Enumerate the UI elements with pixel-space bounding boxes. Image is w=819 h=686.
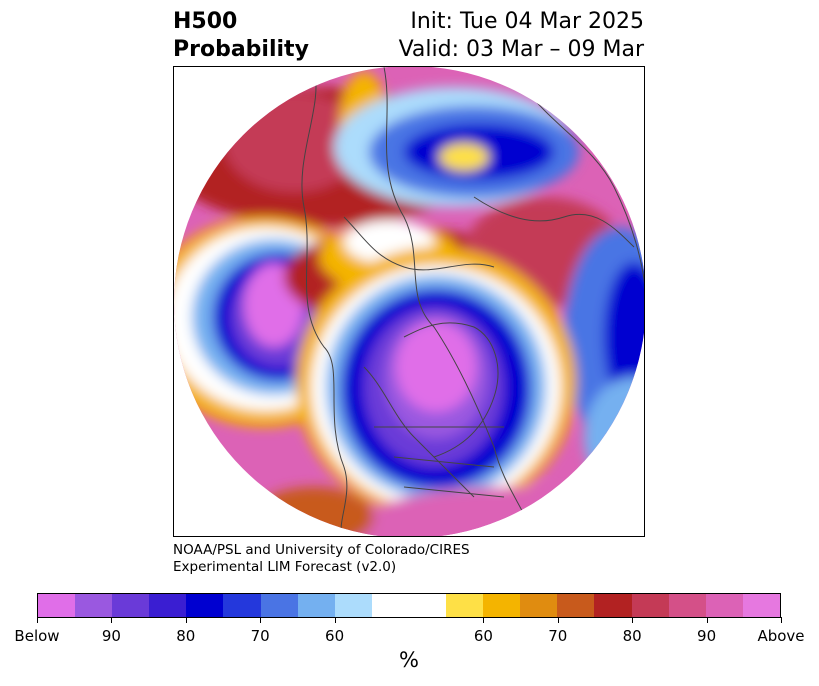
- credit-line-2: Experimental LIM Forecast (v2.0): [173, 559, 397, 575]
- colorbar-segment: [483, 594, 521, 617]
- colorbar-tick-label: Below: [14, 627, 60, 645]
- colorbar-tick-label: 70: [250, 627, 270, 645]
- colorbar-segment: [334, 594, 372, 617]
- colorbar-segment: [186, 594, 224, 617]
- colorbar-segment: [112, 594, 150, 617]
- colorbar-tick: [557, 617, 559, 623]
- colorbar-tick: [111, 617, 113, 623]
- colorbar-segment: [297, 594, 335, 617]
- colorbar-unit: %: [399, 648, 419, 672]
- title-left: H500 Probability: [173, 8, 309, 64]
- colorbar-segment: [705, 594, 743, 617]
- title-right: Init: Tue 04 Mar 2025 Valid: 03 Mar – 09…: [399, 8, 644, 64]
- colorbar-tick: [781, 617, 782, 623]
- colorbar-tick-label: Above: [757, 627, 805, 645]
- colorbar-tick-label: 60: [473, 627, 493, 645]
- colorbar-tick-label: 90: [101, 627, 121, 645]
- colorbar-segment: [520, 594, 558, 617]
- colorbar-segment: [446, 594, 484, 617]
- colorbar-tick: [260, 617, 262, 623]
- init-date: Init: Tue 04 Mar 2025: [410, 9, 644, 34]
- colorbar-segment: [594, 594, 632, 617]
- credit-text: NOAA/PSL and University of Colorado/CIRE…: [173, 542, 470, 576]
- title-variable: H500: [173, 9, 238, 34]
- colorbar-segment: [38, 594, 76, 617]
- probability-field: [174, 67, 644, 536]
- colorbar: [37, 593, 781, 618]
- colorbar-tick-label: 60: [325, 627, 345, 645]
- colorbar-tick-label: 70: [548, 627, 568, 645]
- credit-line-1: NOAA/PSL and University of Colorado/CIRE…: [173, 542, 470, 558]
- colorbar-segment: [75, 594, 113, 617]
- colorbar-segment: [557, 594, 595, 617]
- valid-range: Valid: 03 Mar – 09 Mar: [398, 37, 644, 62]
- colorbar-segment: [260, 594, 298, 617]
- colorbar-segment: [631, 594, 669, 617]
- probability-map: [174, 67, 644, 536]
- colorbar-segment: [668, 594, 706, 617]
- title-metric: Probability: [173, 37, 309, 62]
- colorbar-tick: [632, 617, 634, 623]
- colorbar-tick-label: 80: [176, 627, 196, 645]
- colorbar-segment: [149, 594, 187, 617]
- colorbar-tick: [706, 617, 708, 623]
- colorbar-segment: [223, 594, 261, 617]
- colorbar-tick: [37, 617, 38, 623]
- map-panel: [173, 66, 645, 537]
- colorbar-tick-label: 80: [622, 627, 642, 645]
- coastlines: [301, 67, 644, 536]
- colorbar-tick: [483, 617, 485, 623]
- colorbar-segment: [742, 594, 780, 617]
- colorbar-tick: [334, 617, 336, 623]
- colorbar-segment: [371, 594, 447, 617]
- colorbar-tick: [185, 617, 187, 623]
- colorbar-tick-label: 90: [697, 627, 717, 645]
